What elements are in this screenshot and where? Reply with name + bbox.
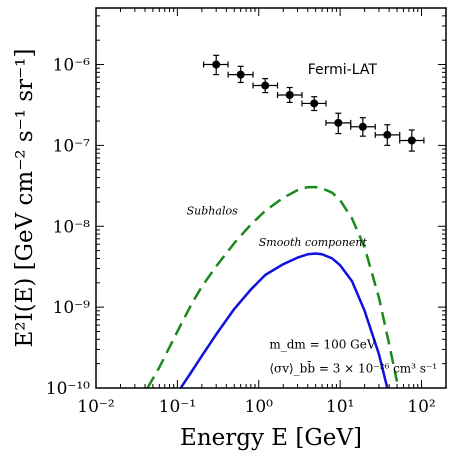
y-tick-label: 10⁻⁶ — [53, 56, 91, 76]
smooth-component-annotation: Smooth component — [259, 236, 368, 249]
y-tick-label: 10⁻⁹ — [53, 298, 91, 318]
fermi-lat-point — [399, 129, 425, 152]
x-tick-label: 10¹ — [326, 397, 354, 417]
x-axis-title: Energy E [GeV] — [180, 425, 362, 451]
plot-frame — [95, 7, 447, 389]
data-point — [236, 70, 245, 79]
fermi-points-layer — [202, 54, 425, 152]
fermi-lat-point — [325, 112, 352, 135]
x-tick-label: 10² — [407, 397, 435, 417]
x-tick-label: 10⁰ — [245, 397, 274, 417]
data-point — [358, 122, 367, 131]
fermi-lat-annotation: Fermi-LAT — [308, 62, 378, 78]
data-point — [261, 81, 270, 90]
fermi-lat-point — [350, 117, 376, 137]
y-tick-label: 10⁻⁷ — [53, 136, 91, 156]
smooth-component-curve — [179, 252, 389, 389]
fermi-lat-point — [202, 54, 229, 76]
fermi-lat-point — [276, 86, 303, 104]
data-point — [383, 130, 392, 139]
tick-labels-layer: 10⁻² 10⁻¹ 10⁰ 10¹ 10² 10⁻¹⁰ 10⁻⁹ 10⁻⁸ 10⁻⁷ 10⁻⁶ — [46, 56, 436, 417]
fermi-lat-point — [227, 65, 254, 84]
subhalos-annotation: Subhalos — [187, 204, 238, 217]
x-tick-label: 10⁻² — [77, 397, 114, 417]
y-tick-label: 10⁻¹⁰ — [46, 379, 90, 399]
cross-section-annotation: ⟨σv⟩_bb̄ = 3 × 10⁻²⁶ cm³ s⁻¹ — [269, 360, 437, 376]
y-tick-label: 10⁻⁸ — [53, 217, 91, 237]
data-point — [212, 60, 221, 69]
data-point — [334, 118, 343, 127]
data-point — [310, 99, 319, 108]
curves-layer — [146, 185, 399, 389]
data-point — [285, 90, 294, 99]
fermi-lat-point — [252, 77, 279, 94]
subhalos-curve — [146, 185, 399, 389]
x-tick-label: 10⁻¹ — [159, 397, 196, 417]
fermi-lat-point — [374, 124, 401, 146]
data-point — [407, 136, 416, 145]
fermi-lat-point — [301, 96, 327, 112]
dark-matter-mass-annotation: m_dm = 100 GeV — [269, 337, 376, 351]
y-axis-title: E²I(E) [GeV cm⁻² s⁻¹ sr⁻¹] — [12, 49, 38, 348]
